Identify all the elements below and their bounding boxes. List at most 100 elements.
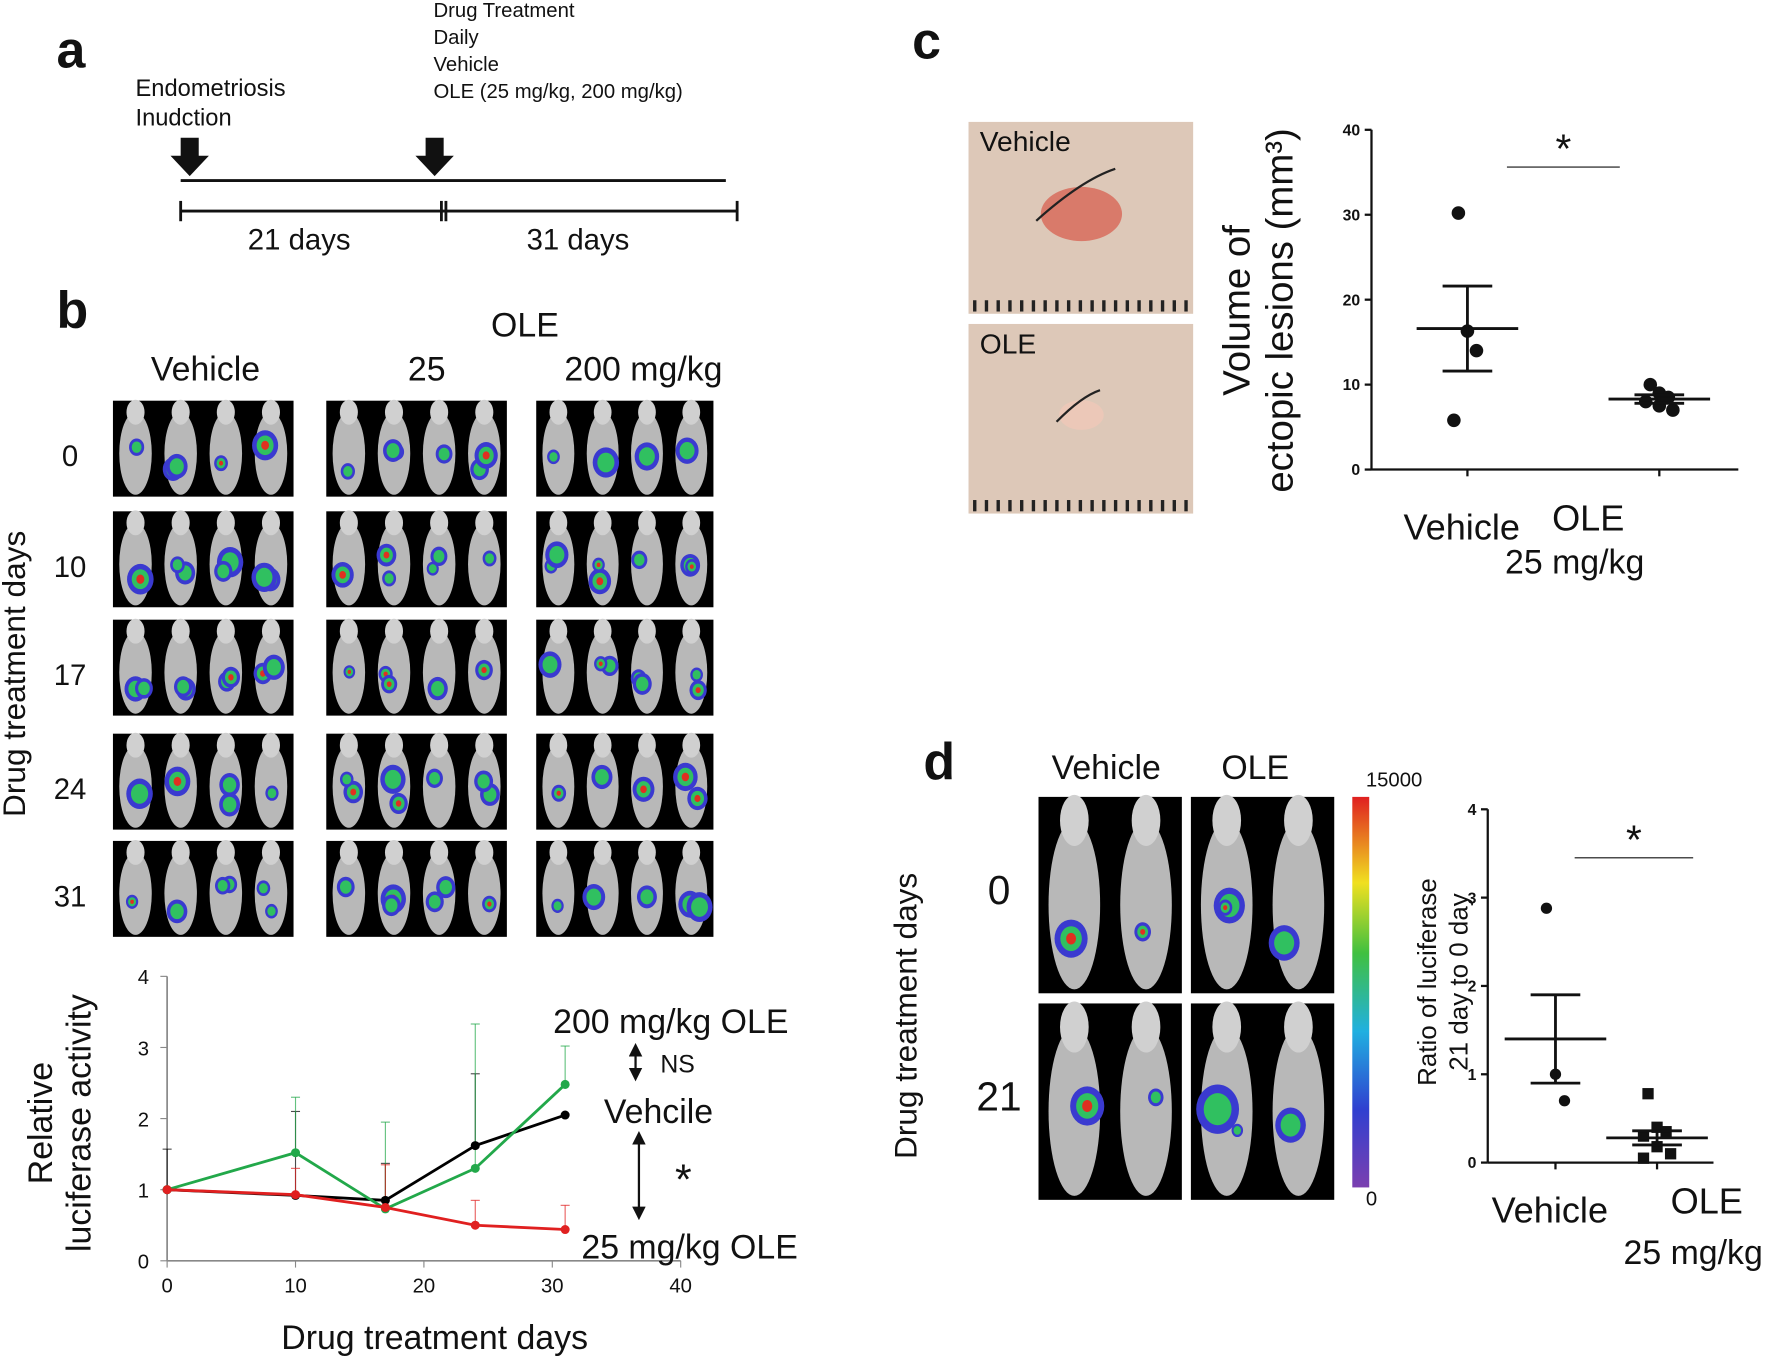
y-tick-label: 1 xyxy=(1468,1067,1477,1084)
ruler-tick xyxy=(1102,500,1106,512)
mouse xyxy=(631,522,663,606)
mouse xyxy=(468,852,501,935)
mouse-head xyxy=(339,839,358,865)
x-tick-label: OLE xyxy=(1671,1180,1743,1221)
ruler-tick xyxy=(1184,500,1188,512)
signal xyxy=(267,906,276,916)
line-series xyxy=(166,1083,567,1211)
mouse-head xyxy=(549,839,568,865)
ruler-tick xyxy=(1090,500,1094,512)
mouse-head xyxy=(339,510,358,536)
row-label: 17 xyxy=(54,659,87,692)
y-tick-label: 2 xyxy=(138,1109,149,1131)
point xyxy=(1637,1152,1650,1164)
signal xyxy=(386,681,392,687)
signal xyxy=(130,899,134,904)
signal xyxy=(586,888,602,906)
signal xyxy=(172,559,183,571)
y-tick-label: 4 xyxy=(138,967,149,989)
ruler-tick xyxy=(1043,300,1047,312)
point xyxy=(1643,377,1658,392)
mouse-head xyxy=(593,839,612,865)
signal xyxy=(640,785,647,794)
tissue xyxy=(1040,186,1123,242)
mouse-head xyxy=(126,618,145,644)
mouse-head xyxy=(171,510,190,536)
signal xyxy=(384,769,402,789)
ruler-tick xyxy=(996,300,1000,312)
mouse-head xyxy=(430,839,449,865)
signal xyxy=(679,442,695,460)
point xyxy=(1651,1121,1663,1133)
signal xyxy=(598,661,603,667)
mouse xyxy=(422,745,456,828)
x-tick-label: Vehicle xyxy=(1492,1189,1608,1230)
mouse-head xyxy=(682,399,701,425)
mouse-head xyxy=(475,732,494,758)
signal xyxy=(339,880,352,894)
signal xyxy=(596,577,604,586)
point xyxy=(1637,1130,1650,1142)
point xyxy=(560,1079,570,1089)
x-axis-label: Drug treatment days xyxy=(281,1319,588,1357)
signal xyxy=(383,671,388,677)
signal xyxy=(482,451,490,460)
point xyxy=(291,1190,301,1200)
y-tick-label: 40 xyxy=(1343,122,1361,139)
y-tick-label: 1 xyxy=(138,1181,149,1203)
panel-label: d xyxy=(923,733,955,791)
signal xyxy=(638,447,655,466)
arrow xyxy=(415,137,454,177)
mouse-head xyxy=(430,732,449,758)
mouse-head xyxy=(1284,1001,1313,1053)
mouse-head xyxy=(261,510,280,536)
mouse-head xyxy=(638,732,656,758)
ruler-tick xyxy=(1078,300,1083,312)
signal xyxy=(694,794,701,803)
panel-label: b xyxy=(57,281,89,339)
signal xyxy=(1066,932,1077,945)
mouse xyxy=(1120,1027,1172,1196)
signal xyxy=(553,901,562,911)
signal xyxy=(438,447,450,461)
mouse-head xyxy=(1212,1001,1242,1053)
mouse-head xyxy=(475,618,494,644)
ruler-tick xyxy=(1019,500,1024,512)
ruler-tick xyxy=(1008,300,1012,312)
colorbar-label: 15000 xyxy=(1366,770,1422,792)
y-axis-label: 21 day to 0 day xyxy=(1443,893,1473,1071)
ruler-tick xyxy=(1160,300,1165,312)
series-label: Vehcile xyxy=(604,1093,713,1131)
mouse-head xyxy=(593,618,612,644)
y-tick-label: 30 xyxy=(1343,207,1361,224)
ruler-tick xyxy=(1066,500,1071,512)
significance: * xyxy=(1626,816,1642,862)
signal xyxy=(1082,1099,1093,1112)
event-text: Vehicle xyxy=(434,54,499,76)
mouse xyxy=(586,631,619,714)
photo-label: OLE xyxy=(980,327,1036,359)
ruler-tick xyxy=(1149,300,1153,312)
group-title: OLE xyxy=(491,306,559,344)
y-tick-label: 20 xyxy=(1343,292,1361,309)
signal xyxy=(217,879,228,892)
point xyxy=(560,1224,570,1235)
column-label: OLE xyxy=(1221,749,1289,787)
ruler-tick xyxy=(984,300,989,312)
y-tick-label: 3 xyxy=(138,1038,149,1060)
series-label: 200 mg/kg OLE xyxy=(553,1003,788,1041)
mouse-head xyxy=(549,510,568,536)
axis-label: Drug treatment days xyxy=(888,873,924,1159)
category-note: 25 mg/kg xyxy=(1624,1234,1763,1272)
mouse-head xyxy=(682,732,701,758)
ruler-tick xyxy=(1090,300,1094,312)
row-label: 21 xyxy=(976,1074,1021,1120)
point xyxy=(380,1195,390,1205)
ruler-tick xyxy=(1113,300,1118,312)
ruler-tick xyxy=(1113,500,1118,512)
point xyxy=(470,1141,480,1151)
signal xyxy=(130,783,149,804)
signal xyxy=(339,570,346,579)
signal xyxy=(177,679,190,694)
point xyxy=(1638,394,1653,409)
